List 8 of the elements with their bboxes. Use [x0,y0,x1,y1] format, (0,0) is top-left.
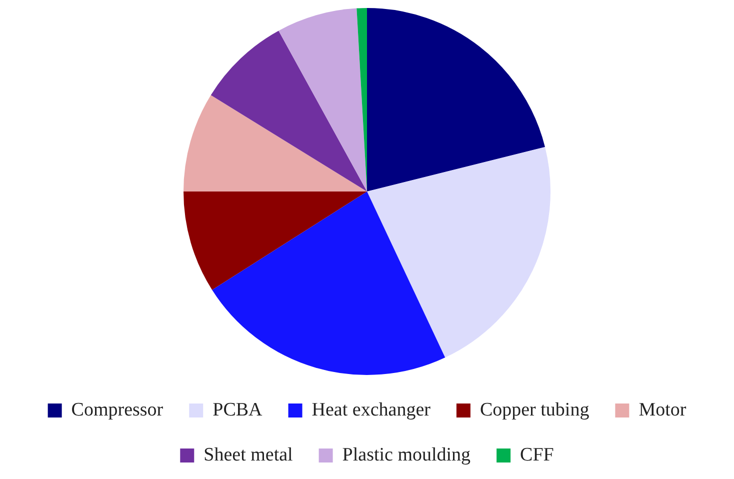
legend-label: Compressor [71,399,164,420]
legend-label: Copper tubing [480,399,590,420]
legend-label: Sheet metal [204,444,293,466]
legend-label: Motor [638,399,687,420]
legend-label: PCBA [212,399,263,420]
legend-label: Heat exchanger [312,399,432,420]
legend-label: CFF [520,444,554,466]
legend-label: Plastic moulding [342,444,472,466]
